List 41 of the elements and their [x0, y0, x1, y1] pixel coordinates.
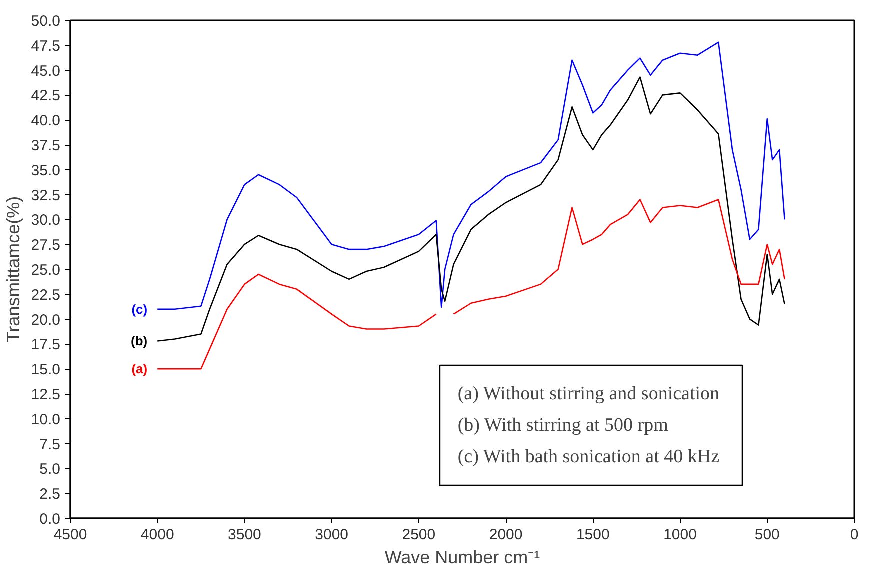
y-tick-label: 10.0 [31, 411, 61, 428]
series-label: (b) [131, 334, 148, 349]
y-tick-label: 45.0 [31, 62, 61, 80]
x-tick-label: 1500 [576, 526, 610, 544]
annotation: (b) With stirring at 500 rpm [458, 415, 669, 436]
y-tick-label: 2.5 [40, 486, 61, 504]
y-tick-label: 17.5 [31, 336, 61, 354]
y-axis-title: Transmittamce(%) [3, 196, 24, 343]
x-tick-label: 4500 [54, 526, 88, 544]
x-tick-label: 2500 [402, 526, 436, 544]
x-tick-label: 0 [850, 526, 859, 544]
y-tick-label: 32.5 [31, 187, 61, 204]
annotation: (c) With bath sonication at 40 kHz [458, 446, 720, 468]
x-tick-label: 3000 [315, 526, 349, 544]
y-tick-label: 22.5 [31, 286, 61, 304]
y-tick-label: 5.0 [40, 461, 61, 478]
y-tick-label: 7.5 [40, 436, 61, 454]
y-tick-label: 50.0 [31, 13, 61, 30]
x-axis-title: Wave Number cm⁻¹ [384, 548, 540, 568]
y-tick-label: 47.5 [31, 38, 61, 55]
annotation: (a) Without stirring and sonication [458, 384, 720, 405]
line-series [156, 76, 786, 342]
y-tick-label: 37.5 [31, 138, 61, 154]
y-tick-label: 25.0 [31, 262, 61, 279]
y-tick-label: 20.0 [31, 312, 61, 329]
y-tick-label: 42.5 [31, 88, 61, 105]
y-tick-label: 35.0 [31, 162, 61, 180]
y-tick-label: 27.5 [31, 237, 61, 254]
x-tick-label: 2000 [489, 526, 523, 544]
x-tick-label: 3500 [228, 526, 262, 544]
series-label: (c) [132, 302, 148, 317]
x-tick-label: 500 [754, 526, 780, 544]
y-tick-label: 30.0 [31, 212, 61, 230]
y-tick-label: 0.0 [40, 511, 61, 528]
x-tick-label: 1000 [664, 526, 697, 544]
y-tick-label: 12.5 [31, 386, 61, 404]
line-series [156, 42, 786, 310]
y-tick-label: 15.0 [31, 362, 61, 379]
series-label: (a) [132, 362, 148, 377]
x-tick-label: 4000 [140, 526, 174, 544]
y-tick-label: 40.0 [31, 112, 61, 130]
